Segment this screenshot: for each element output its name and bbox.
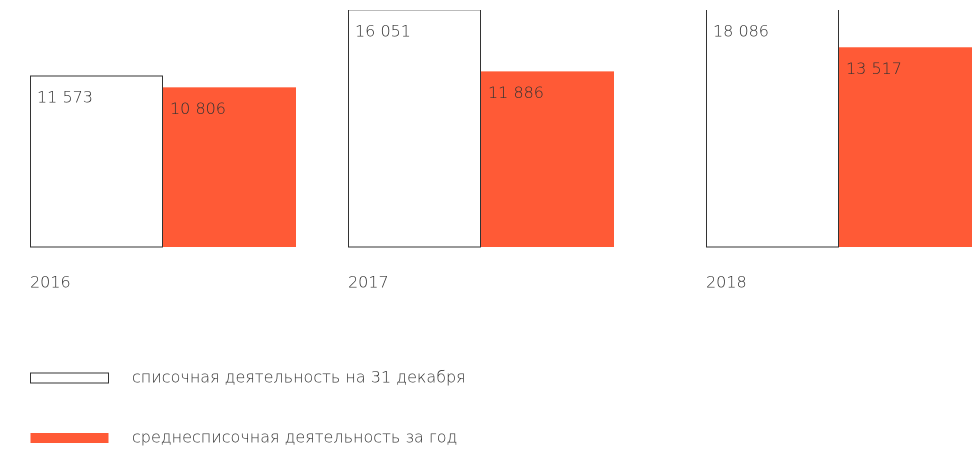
bar (163, 87, 296, 248)
value-label: 16 051 (355, 22, 411, 41)
legend-swatch (30, 433, 109, 443)
legend-label: среднесписочная деятельность за год (132, 428, 457, 447)
plot-area (30, 10, 972, 248)
value-label: 11 573 (37, 87, 93, 106)
value-label: 13 517 (846, 59, 902, 78)
bar (30, 75, 163, 248)
value-label: 11 886 (488, 83, 544, 102)
x-tick-label: 2018 (706, 273, 747, 292)
value-label: 18 086 (713, 22, 769, 41)
bar (481, 71, 614, 247)
bar (348, 10, 481, 248)
x-tick-label: 2016 (30, 273, 71, 292)
legend-swatch (30, 372, 109, 384)
legend-label: списочная деятельность на 31 декабря (132, 368, 466, 387)
bar (839, 47, 972, 247)
bar (706, 10, 839, 248)
x-tick-label: 2017 (348, 273, 389, 292)
value-label: 10 806 (170, 99, 226, 118)
